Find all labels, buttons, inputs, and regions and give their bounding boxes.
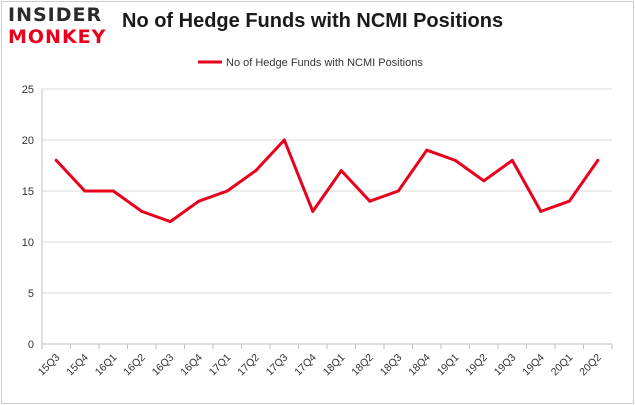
data-point bbox=[567, 199, 571, 203]
data-point bbox=[539, 209, 543, 213]
x-tick-label: 20Q1 bbox=[549, 352, 576, 379]
data-point bbox=[596, 158, 600, 162]
data-point bbox=[254, 169, 258, 173]
x-tick-label: 16Q4 bbox=[178, 352, 205, 379]
x-tick-label: 19Q2 bbox=[463, 352, 490, 379]
data-point bbox=[140, 209, 144, 213]
data-point bbox=[111, 189, 115, 193]
data-point bbox=[282, 138, 286, 142]
data-point bbox=[453, 158, 457, 162]
x-tick-label: 16Q3 bbox=[150, 352, 177, 379]
x-tick-label: 17Q1 bbox=[207, 352, 234, 379]
x-tick-label: 15Q4 bbox=[64, 352, 91, 379]
x-tick-label: 18Q4 bbox=[406, 352, 433, 379]
data-point bbox=[368, 199, 372, 203]
x-tick-label: 16Q1 bbox=[93, 352, 120, 379]
x-tick-label: 16Q2 bbox=[121, 352, 148, 379]
data-point bbox=[168, 220, 172, 224]
data-point bbox=[339, 169, 343, 173]
x-tick-label: 18Q2 bbox=[349, 352, 376, 379]
logo-line-2: MONKEY bbox=[8, 26, 107, 48]
y-tick-label: 15 bbox=[22, 186, 34, 198]
chart-title: No of Hedge Funds with NCMI Positions bbox=[122, 10, 504, 32]
y-tick-label: 10 bbox=[22, 237, 34, 249]
data-point bbox=[510, 158, 514, 162]
axes bbox=[41, 89, 613, 349]
legend: No of Hedge Funds with NCMI Positions bbox=[198, 57, 423, 69]
y-tick-label: 20 bbox=[22, 135, 34, 147]
data-point bbox=[311, 209, 315, 213]
x-tick-label: 17Q2 bbox=[235, 352, 262, 379]
y-tick-label: 0 bbox=[28, 339, 34, 351]
x-tick-label: 17Q3 bbox=[264, 352, 291, 379]
x-tick-label: 20Q2 bbox=[577, 352, 604, 379]
series-line bbox=[54, 138, 600, 224]
legend-label: No of Hedge Funds with NCMI Positions bbox=[226, 57, 423, 69]
y-tick-label: 25 bbox=[22, 84, 34, 96]
data-point bbox=[425, 148, 429, 152]
x-tick-label: 18Q3 bbox=[378, 352, 405, 379]
data-point bbox=[482, 179, 486, 183]
data-point bbox=[396, 189, 400, 193]
insider-monkey-logo: INSIDER MONKEY bbox=[8, 4, 118, 52]
y-tick-label: 5 bbox=[28, 288, 34, 300]
series-lines bbox=[54, 138, 600, 224]
data-point bbox=[83, 189, 87, 193]
data-point bbox=[225, 189, 229, 193]
x-tick-label: 18Q1 bbox=[321, 352, 348, 379]
data-point bbox=[54, 158, 58, 162]
y-tick-labels: 0 5 10 15 20 25 bbox=[22, 84, 34, 351]
data-point bbox=[197, 199, 201, 203]
x-tick-label: 15Q3 bbox=[36, 352, 63, 379]
x-tick-label: 19Q4 bbox=[520, 352, 547, 379]
x-tick-label: 17Q4 bbox=[292, 352, 319, 379]
x-tick-labels: 15Q3 15Q4 16Q1 16Q2 16Q3 16Q4 17Q1 17Q2 17Q3 17Q4… bbox=[36, 352, 604, 379]
logo-line-1: INSIDER bbox=[8, 4, 103, 26]
x-tick-label: 19Q1 bbox=[435, 352, 462, 379]
x-tick-label: 19Q3 bbox=[492, 352, 519, 379]
